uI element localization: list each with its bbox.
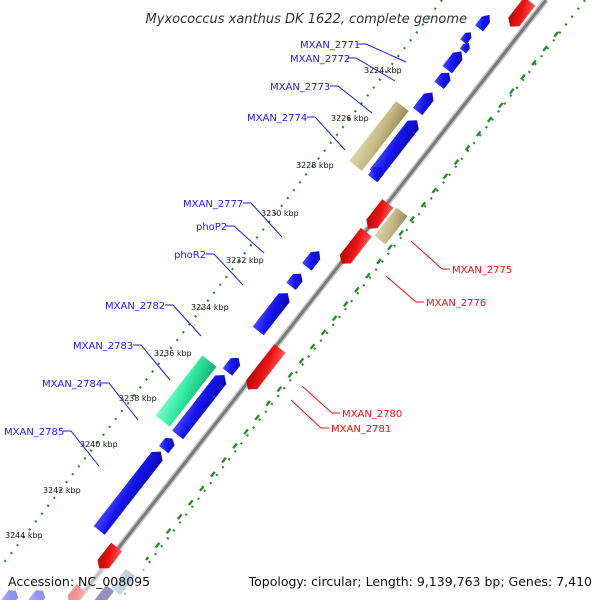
gene-label[interactable]: MXAN_2772	[290, 54, 350, 65]
genome-backbone	[75, 0, 549, 600]
kbp-label-3238: 3238 kbp	[119, 394, 157, 403]
plus-gene-labels: MXAN_2771 MXAN_2772 MXAN_2773 MXAN_2774 …	[4, 40, 360, 438]
gene-feature[interactable]	[158, 435, 177, 454]
gene-feature[interactable]	[434, 69, 453, 89]
gene-feature[interactable]	[459, 41, 472, 54]
kbp-label-3230: 3230 kbp	[261, 209, 299, 218]
gene-label[interactable]: MXAN_2775	[452, 265, 512, 276]
gene-label[interactable]: MXAN_2782	[105, 301, 165, 312]
gene-feature[interactable]	[505, 0, 536, 31]
gene-label[interactable]: MXAN_2777	[183, 199, 243, 210]
minus-gene-labels: MXAN_2775 MXAN_2776 MXAN_2780 MXAN_2781	[331, 265, 512, 435]
gene-label[interactable]: MXAN_2780	[342, 409, 402, 420]
kbp-label-3226: 3226 kbp	[331, 114, 369, 123]
gene-feature[interactable]	[252, 289, 294, 336]
gene-label[interactable]: MXAN_2784	[42, 379, 102, 390]
kbp-label-3232: 3232 kbp	[226, 256, 264, 265]
khaki-feature[interactable]	[374, 207, 408, 245]
gene-label[interactable]: MXAN_2785	[4, 427, 64, 438]
kbp-labels: 3224 kbp 3226 kbp 3228 kbp 3230 kbp 3232…	[5, 66, 402, 540]
kbp-label-3224: 3224 kbp	[364, 66, 402, 75]
minus-leader-lines	[290, 240, 450, 429]
footer-backdrop	[0, 568, 600, 600]
kbp-label-3234: 3234 kbp	[191, 303, 229, 312]
gene-label[interactable]: MXAN_2781	[331, 424, 391, 435]
gene-feature[interactable]	[367, 164, 386, 183]
kbp-label-3228: 3228 kbp	[296, 161, 334, 170]
accession-text: Accession: NC_008095	[8, 574, 150, 589]
gene-label[interactable]: MXAN_2774	[247, 113, 307, 124]
gene-label[interactable]: MXAN_2773	[270, 82, 330, 93]
plus-leader-lines	[63, 43, 407, 467]
other-features	[93, 101, 409, 600]
gene-feature[interactable]	[242, 344, 286, 394]
gene-feature[interactable]	[172, 371, 230, 440]
kbp-label-3242: 3242 kbp	[43, 486, 81, 495]
plus-strand-genes	[1, 12, 493, 600]
gene-label[interactable]: phoR2	[174, 250, 206, 261]
gene-feature[interactable]	[336, 227, 372, 268]
summary-text: Topology: circular; Length: 9,139,763 bp…	[248, 574, 592, 589]
gene-feature[interactable]	[222, 354, 244, 376]
mint-feature[interactable]	[155, 355, 217, 427]
gene-feature[interactable]	[442, 48, 466, 74]
gene-feature[interactable]	[460, 30, 474, 45]
gene-label[interactable]: MXAN_2771	[300, 40, 360, 51]
minus-track-ticks	[145, 31, 559, 561]
gene-feature[interactable]	[363, 199, 394, 233]
gene-feature[interactable]	[93, 447, 167, 535]
gene-feature[interactable]	[412, 89, 437, 116]
gene-feature[interactable]	[302, 247, 324, 271]
kbp-label-3240: 3240 kbp	[80, 440, 118, 449]
gene-feature[interactable]	[94, 542, 123, 574]
gene-label[interactable]: MXAN_2776	[426, 298, 486, 309]
map-title: Myxococcus xanthus DK 1622, complete gen…	[146, 12, 467, 27]
khaki-feature[interactable]	[349, 101, 409, 171]
kbp-label-3244: 3244 kbp	[5, 531, 43, 540]
gene-feature[interactable]	[286, 270, 305, 290]
kbp-label-3236: 3236 kbp	[154, 349, 192, 358]
gene-label[interactable]: phoP2	[196, 222, 227, 233]
gene-label[interactable]: MXAN_2783	[73, 341, 133, 352]
gene-feature[interactable]	[369, 116, 423, 179]
gene-feature[interactable]	[475, 12, 493, 32]
